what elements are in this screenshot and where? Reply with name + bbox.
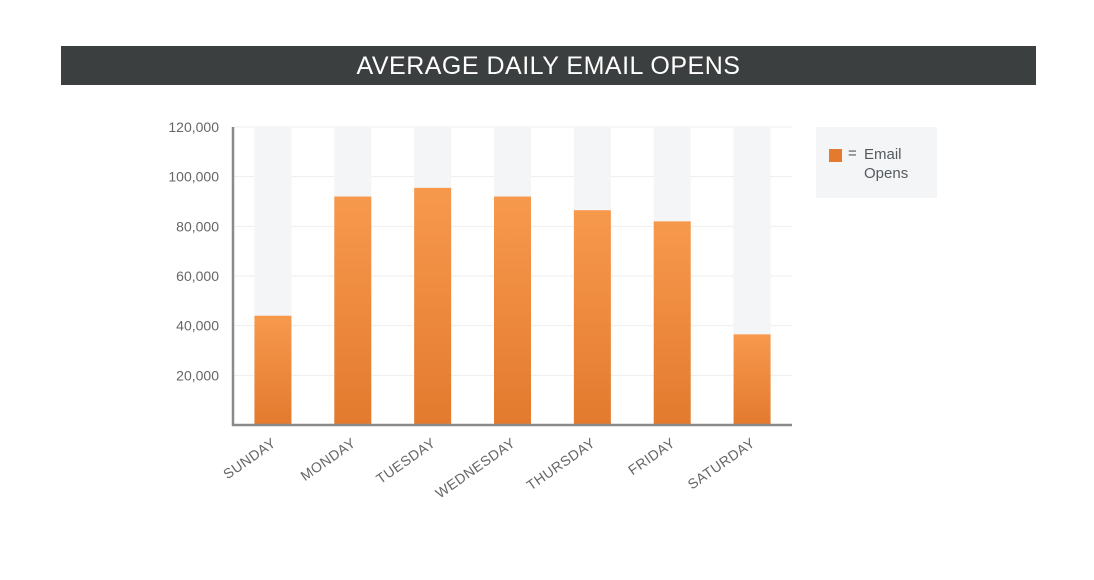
x-tick-label: WEDNESDAY: [432, 434, 518, 501]
x-tick-label: SATURDAY: [685, 434, 758, 492]
legend-equals: =: [848, 145, 857, 162]
y-tick-label: 120,000: [168, 119, 219, 135]
bar: [414, 187, 452, 425]
bar: [334, 196, 372, 425]
x-tick-label: SUNDAY: [220, 434, 279, 482]
y-tick-label: 20,000: [176, 367, 219, 383]
bar: [653, 221, 691, 425]
x-tick-label: FRIDAY: [625, 434, 678, 478]
bar: [733, 334, 771, 425]
y-tick-label: 40,000: [176, 318, 219, 334]
x-tick-label: TUESDAY: [373, 434, 438, 487]
y-tick-label: 80,000: [176, 218, 219, 234]
legend: = Email Opens: [816, 127, 937, 198]
bar: [494, 196, 531, 425]
x-tick-label: MONDAY: [297, 434, 358, 484]
legend-swatch: [829, 149, 842, 162]
x-tick-label: THURSDAY: [523, 434, 598, 493]
y-tick-label: 100,000: [168, 169, 219, 185]
bar: [254, 315, 292, 425]
chart-title: AVERAGE DAILY EMAIL OPENS: [61, 46, 1036, 85]
bar: [573, 210, 611, 425]
legend-label: Email Opens: [864, 146, 909, 182]
y-tick-label: 60,000: [176, 268, 219, 284]
